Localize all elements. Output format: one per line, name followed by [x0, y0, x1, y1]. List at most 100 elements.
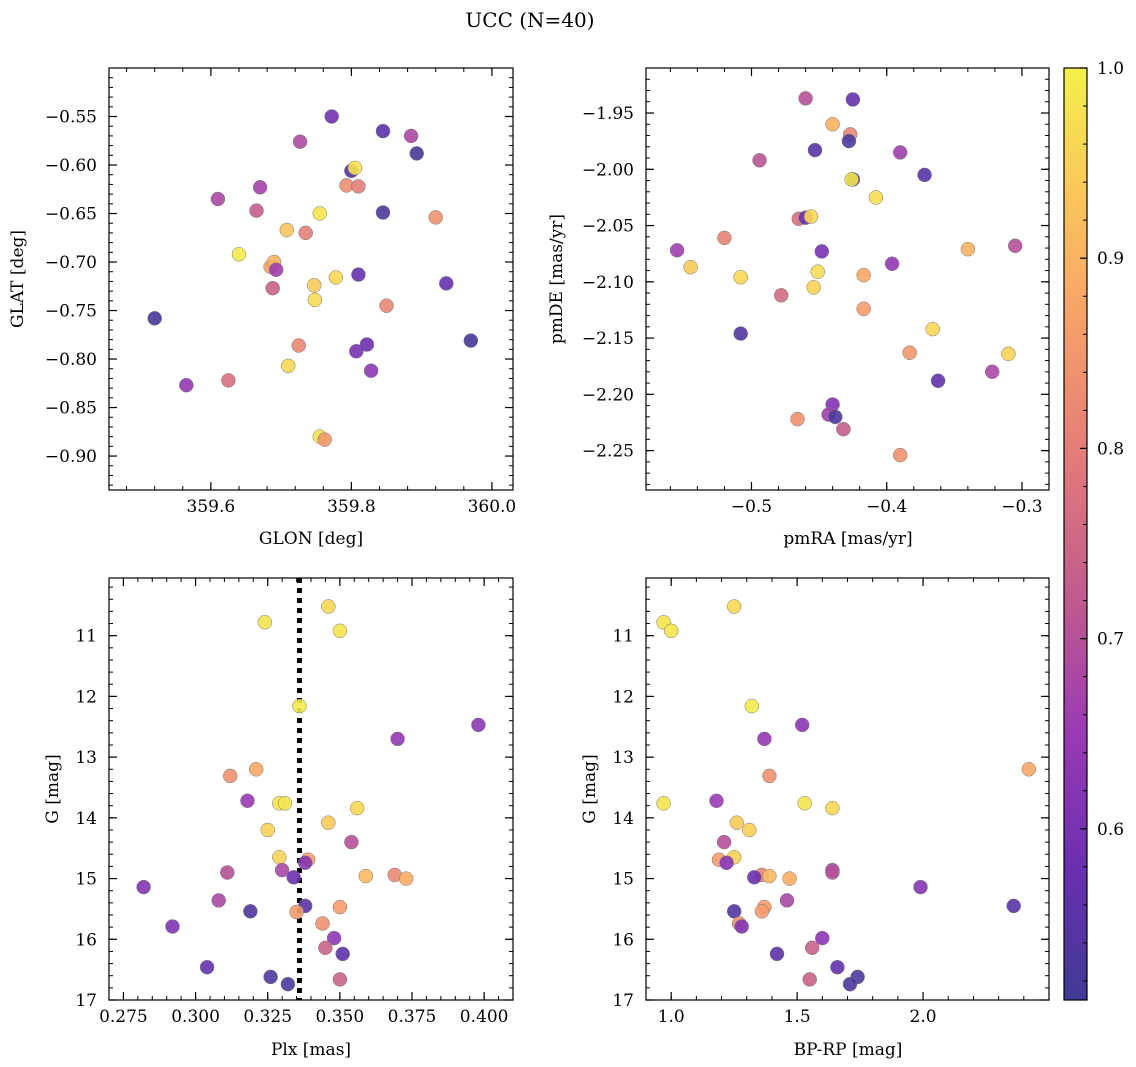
scatter-point — [814, 244, 830, 259]
scatter-point — [221, 373, 236, 388]
scatter-point — [328, 270, 344, 285]
y-tick-label: 14 — [75, 809, 97, 829]
scatter-point — [252, 180, 268, 195]
y-tick-label: 17 — [612, 991, 634, 1011]
scatter-point — [747, 870, 762, 885]
scatter-point — [752, 153, 767, 168]
scatter-point — [248, 762, 264, 777]
scatter-point — [375, 205, 391, 220]
y-tick-label: −2.05 — [582, 217, 634, 237]
y-tick-label: −2.20 — [582, 385, 634, 405]
x-tick-label: 0.400 — [460, 1007, 509, 1027]
scatter-point — [359, 337, 375, 352]
scatter-point — [656, 796, 671, 811]
scatter-point — [960, 241, 976, 257]
scatter-point — [790, 411, 805, 427]
scatter-point — [398, 871, 414, 886]
scatter-point — [802, 972, 817, 987]
scatter-point — [836, 421, 851, 437]
scatter-point — [349, 800, 365, 816]
y-tick-label: −0.60 — [45, 156, 97, 176]
scatter-point — [277, 796, 293, 811]
scatter-point — [363, 363, 379, 378]
scatter-point — [844, 172, 859, 187]
x-tick-label: 359.8 — [327, 497, 376, 517]
scatter-point — [807, 142, 823, 158]
y-tick-label: 13 — [75, 748, 97, 768]
scatter-point — [136, 879, 151, 895]
y-tick-label: 15 — [612, 870, 634, 890]
scatter-point — [782, 871, 797, 886]
scatter-point — [744, 698, 760, 714]
scatter-point — [321, 599, 336, 614]
scatter-point — [332, 899, 348, 915]
axes-frame — [645, 67, 1050, 491]
y-tick-label: 13 — [612, 748, 634, 768]
scatter-point — [663, 623, 679, 639]
proper-motion-xlabel: pmRA [mas/yr] — [783, 529, 912, 549]
scatter-point — [762, 868, 777, 884]
scatter-point — [779, 893, 795, 908]
scatter-point — [726, 599, 742, 614]
scatter-point — [803, 209, 819, 224]
scatter-point — [742, 822, 757, 838]
scatter-point — [428, 210, 443, 225]
scatter-point — [279, 222, 295, 238]
scatter-point — [930, 373, 946, 389]
scatter-point — [403, 128, 419, 144]
parallax-ylabel: G [mag] — [43, 754, 63, 823]
scatter-point — [379, 298, 394, 313]
scatter-point — [825, 865, 840, 880]
scatter-point — [231, 247, 247, 262]
scatter-point — [409, 146, 424, 161]
scatter-point — [683, 259, 698, 275]
scatter-point — [669, 243, 685, 258]
colorbar-tick-label: 0.7 — [1097, 630, 1124, 650]
scatter-point — [292, 134, 308, 149]
x-tick-label: 360.0 — [468, 497, 517, 517]
x-tick-label: 0.275 — [99, 1007, 148, 1027]
scatter-point — [892, 145, 908, 160]
scatter-point — [842, 976, 858, 992]
scatter-point — [439, 276, 454, 291]
y-tick-label: −0.90 — [45, 447, 97, 467]
scatter-point — [318, 940, 333, 956]
scatter-point — [326, 930, 342, 946]
scatter-point — [815, 930, 830, 946]
scatter-point — [471, 717, 486, 733]
scatter-point — [165, 919, 180, 934]
scatter-point — [390, 731, 405, 747]
scatter-point — [810, 264, 825, 279]
scatter-point — [321, 815, 336, 830]
scatter-point — [902, 345, 917, 360]
x-tick-label: −0.4 — [866, 497, 907, 517]
scatter-point — [280, 976, 296, 992]
y-tick-label: −0.80 — [45, 350, 97, 370]
y-tick-label: −0.75 — [45, 302, 97, 322]
scatter-point — [332, 623, 348, 639]
scatter-point — [297, 855, 313, 871]
scatter-point — [280, 358, 296, 374]
y-tick-label: 14 — [612, 809, 634, 829]
y-tick-label: 11 — [612, 627, 634, 647]
y-tick-label: 15 — [75, 870, 97, 890]
scatter-point — [347, 160, 363, 176]
scatter-point — [179, 377, 194, 393]
scatter-point — [828, 409, 843, 425]
scatter-point — [794, 717, 810, 733]
y-tick-label: 16 — [75, 930, 97, 950]
x-tick-label: 0.325 — [243, 1007, 292, 1027]
scatter-point — [804, 940, 820, 956]
scatter-point — [349, 344, 364, 359]
scatter-point — [825, 800, 840, 816]
scatter-point — [243, 904, 258, 919]
scatter-point — [307, 292, 323, 308]
scatter-point — [845, 92, 861, 107]
scatter-point — [210, 191, 226, 207]
y-tick-label: −1.95 — [582, 104, 634, 124]
scatter-point — [257, 615, 273, 630]
scatter-point — [263, 969, 278, 985]
scatter-point — [375, 123, 391, 139]
color-magnitude-scatter-panel: BP-RP [mag] G [mag] 1.0 1.5 2.0 11 12 13 14 15 1… — [580, 577, 1050, 1060]
